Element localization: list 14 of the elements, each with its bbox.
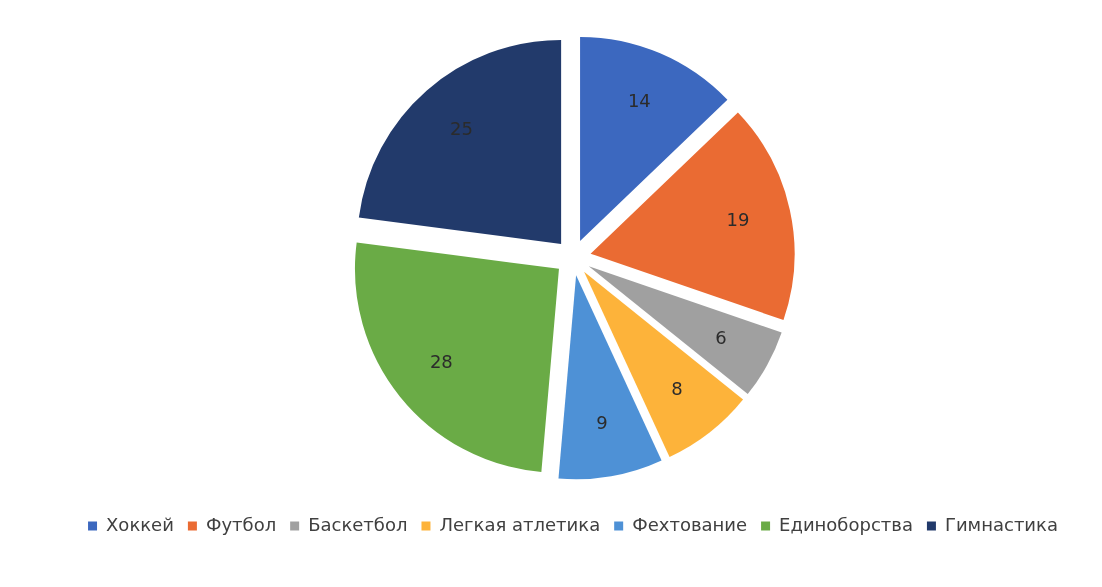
legend-label: Футбол <box>205 513 277 535</box>
data-label: 8 <box>671 378 683 400</box>
data-label: 19 <box>726 208 750 230</box>
data-label: 14 <box>627 89 651 111</box>
legend-label: Хоккей <box>106 513 174 535</box>
data-label: 6 <box>715 326 727 348</box>
data-label: 9 <box>596 411 608 433</box>
legend-label: Легкая атлетика <box>439 513 601 535</box>
data-label: 25 <box>450 118 473 140</box>
data-label: 28 <box>429 351 453 373</box>
legend-label: Фехтование <box>632 513 748 535</box>
legend-label: Единоборства <box>779 513 913 535</box>
legend-label: Гимнастика <box>944 513 1058 535</box>
legend-label: Баскетбол <box>308 513 408 535</box>
